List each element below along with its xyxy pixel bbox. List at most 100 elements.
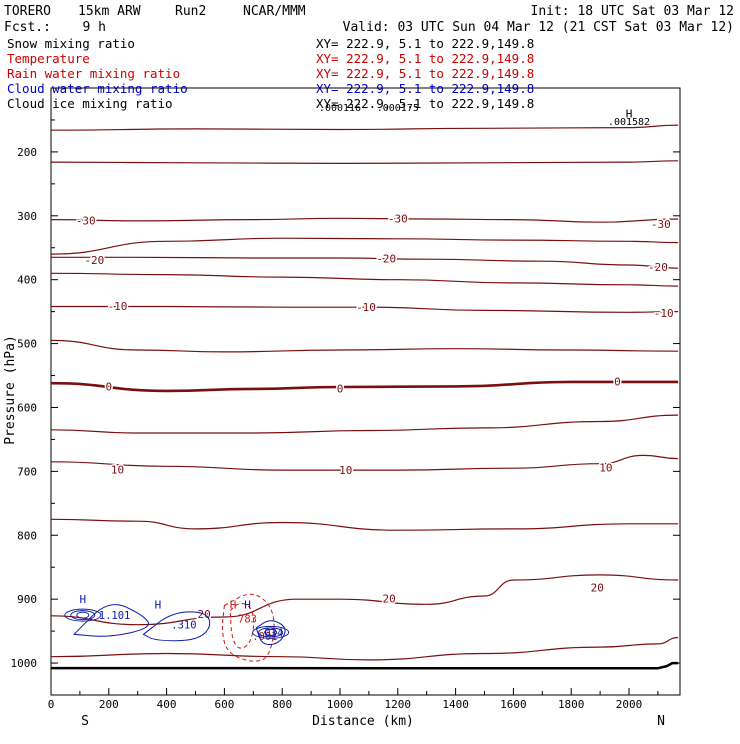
isotherm--40 bbox=[50, 124, 679, 131]
cloud-water-ring bbox=[70, 610, 96, 621]
rain-contour bbox=[229, 603, 255, 649]
x-tick-label: 2000 bbox=[616, 698, 643, 711]
model-resolution: 15km ARW bbox=[78, 4, 141, 19]
valid-time: Valid: 03 UTC Sun 04 Mar 12 (21 CST Sat … bbox=[343, 20, 734, 35]
isotherm-label: 20 bbox=[383, 593, 396, 606]
isotherm-label: -10 bbox=[356, 301, 376, 314]
cloud-water-contours: 1.101.310.034 bbox=[64, 604, 290, 646]
forecast-hour: 9 h bbox=[83, 20, 106, 35]
ice-mixing-ratio-label: .000175 bbox=[377, 103, 419, 114]
y-tick-label: 300 bbox=[17, 210, 37, 223]
isotherm-label: -20 bbox=[648, 261, 668, 274]
y-tick-label: 700 bbox=[17, 465, 37, 478]
y-axis-label: Pressure (hPa) bbox=[3, 335, 18, 445]
isotherm-label: 0 bbox=[337, 382, 344, 395]
isotherm--30 bbox=[50, 217, 679, 223]
x-tick-label: 1400 bbox=[442, 698, 469, 711]
x-tick-label: 1200 bbox=[385, 698, 412, 711]
cloud-water-ring bbox=[252, 625, 290, 639]
legend-cloud-ice-label: Cloud ice mixing ratio bbox=[7, 96, 173, 111]
isotherm-10 bbox=[50, 454, 679, 471]
isotherm-0 bbox=[50, 380, 679, 393]
legend-rain-label: Rain water mixing ratio bbox=[7, 66, 180, 81]
isotherm-25 bbox=[50, 636, 679, 661]
cloud-water-contour bbox=[142, 611, 211, 642]
isotherm--35 bbox=[50, 160, 679, 165]
y-tick-label: 200 bbox=[17, 146, 37, 159]
extremum-high-label: H bbox=[626, 108, 633, 121]
rain-contour-label: 783 bbox=[238, 613, 257, 625]
isotherm-5 bbox=[50, 414, 679, 434]
legend-temperature-label: Temperature bbox=[7, 51, 90, 66]
extremum-high-label: H bbox=[155, 598, 162, 611]
axis-ticks: 0 200 400 600 800 1000 1200 1400 1600 1800 2000200… bbox=[11, 119, 680, 711]
y-tick-label: 600 bbox=[17, 401, 37, 414]
field-legend: Snow mixing ratio XY= 222.9, 5.1 to 222.… bbox=[7, 36, 534, 111]
isotherm-label: 0 bbox=[614, 375, 621, 388]
y-tick-label: 1000 bbox=[11, 657, 38, 670]
isotherm-label: -30 bbox=[651, 218, 671, 231]
isotherm--5 bbox=[50, 339, 679, 353]
isotherm--15 bbox=[50, 272, 679, 287]
model-run: Run2 bbox=[175, 4, 206, 19]
init-time: Init: 18 UTC Sat 03 Mar 12 bbox=[531, 4, 735, 19]
direction-south: S bbox=[81, 714, 89, 729]
y-tick-label: 400 bbox=[17, 274, 37, 287]
x-tick-label: 0 bbox=[48, 698, 55, 711]
isotherm-label: -30 bbox=[76, 214, 96, 227]
extrema-labels: H H H HH.001582.000175.000116 bbox=[79, 103, 650, 611]
cloud-water-ring bbox=[258, 627, 284, 638]
x-tick-label: 200 bbox=[99, 698, 119, 711]
isotherm-label: 0 bbox=[105, 380, 112, 393]
legend-rain-xy: XY= 222.9, 5.1 to 222.9,149.8 bbox=[316, 66, 534, 81]
cloud-water-ring bbox=[64, 608, 102, 622]
legend-cloud-ice-xy: XY= 222.9, 5.1 to 222.9,149.8 bbox=[316, 96, 534, 111]
ice-mixing-ratio-label: .000116 bbox=[319, 103, 361, 114]
cloud-water-contour-label: 1.101 bbox=[99, 610, 131, 622]
isotherm-label: -20 bbox=[376, 253, 396, 266]
cloud-water-contour-label: .310 bbox=[171, 620, 196, 632]
legend-snow-xy: XY= 222.9, 5.1 to 222.9,149.8 bbox=[316, 36, 534, 51]
model-org: NCAR/MMM bbox=[243, 4, 306, 19]
isotherm--25 bbox=[50, 237, 679, 255]
cloud-water-contour bbox=[255, 620, 286, 646]
isotherm--10 bbox=[51, 305, 679, 313]
y-tick-label: 800 bbox=[17, 529, 37, 542]
rain-contour bbox=[221, 593, 275, 662]
x-axis-label: Distance (km) bbox=[312, 714, 414, 729]
isotherm-label: -30 bbox=[388, 212, 408, 225]
isotherm-20 bbox=[50, 574, 679, 626]
ice-mixing-ratio-label: .001582 bbox=[608, 117, 650, 128]
isotherm-label: -10 bbox=[654, 307, 674, 320]
plot-area: -30 -30 -30 -20 -20 -20 -10 -10 -10 0 0 0 10 10 10 20 20… bbox=[11, 87, 681, 711]
x-tick-label: 400 bbox=[157, 698, 177, 711]
cloud-water-ring bbox=[76, 611, 90, 619]
rain-contours: 783.001 bbox=[221, 593, 278, 662]
terrain-surface bbox=[50, 661, 679, 670]
model-name: TORERO bbox=[4, 4, 51, 19]
plot-frame bbox=[50, 87, 681, 696]
isotherm-label: 20 bbox=[591, 582, 604, 595]
isotherm-label: -10 bbox=[108, 300, 128, 313]
legend-snow-label: Snow mixing ratio bbox=[7, 36, 135, 51]
x-tick-label: 1000 bbox=[327, 698, 354, 711]
extremum-high-label: H bbox=[244, 598, 251, 611]
isotherm-label: 10 bbox=[339, 464, 352, 477]
x-tick-label: 1600 bbox=[500, 698, 527, 711]
temperature-isotherms: -30 -30 -30 -20 -20 -20 -10 -10 -10 0 0 0 10 10 10 20 20… bbox=[50, 124, 679, 661]
direction-north: N bbox=[657, 714, 665, 729]
extremum-high-label: H bbox=[230, 598, 237, 611]
legend-temperature-xy: XY= 222.9, 5.1 to 222.9,149.8 bbox=[316, 51, 534, 66]
isotherm-label: 10 bbox=[111, 463, 124, 476]
cloud-water-ring bbox=[264, 628, 278, 636]
isotherm-label: 10 bbox=[599, 462, 612, 475]
y-tick-label: 900 bbox=[17, 593, 37, 606]
x-tick-label: 600 bbox=[214, 698, 234, 711]
y-tick-label: 500 bbox=[17, 338, 37, 351]
isotherm-15 bbox=[50, 518, 679, 531]
isotherm--20 bbox=[51, 256, 679, 269]
x-tick-label: 800 bbox=[272, 698, 292, 711]
isotherm-label: -20 bbox=[84, 254, 104, 267]
